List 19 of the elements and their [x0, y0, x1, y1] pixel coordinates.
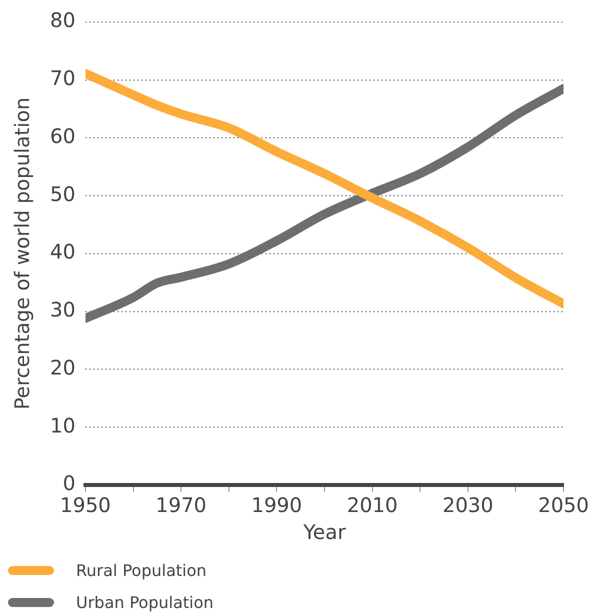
legend-label: Urban Population [76, 592, 214, 612]
x-tick-label: 1970 [156, 493, 207, 518]
y-tick-label: 10 [50, 413, 76, 438]
y-tick-label: 40 [50, 240, 76, 264]
x-axis-title: Year [302, 520, 346, 544]
x-tick-label: 1990 [251, 493, 302, 518]
y-axis-title: Percentage of world population [10, 97, 34, 410]
y-tick-label: 70 [50, 66, 76, 90]
y-tick-label: 60 [50, 124, 76, 148]
x-tick-label: 2010 [346, 493, 398, 518]
y-tick-label: 20 [50, 355, 76, 380]
x-tick-label: 2030 [442, 493, 494, 518]
x-tick-label: 2050 [538, 493, 590, 518]
y-tick-label: 50 [50, 182, 76, 206]
legend-label: Rural Population [76, 560, 207, 580]
y-tick-label: 80 [50, 8, 76, 32]
y-tick-label: 0 [62, 471, 76, 496]
y-tick-label: 30 [50, 298, 76, 322]
x-tick-label: 1950 [60, 493, 111, 518]
